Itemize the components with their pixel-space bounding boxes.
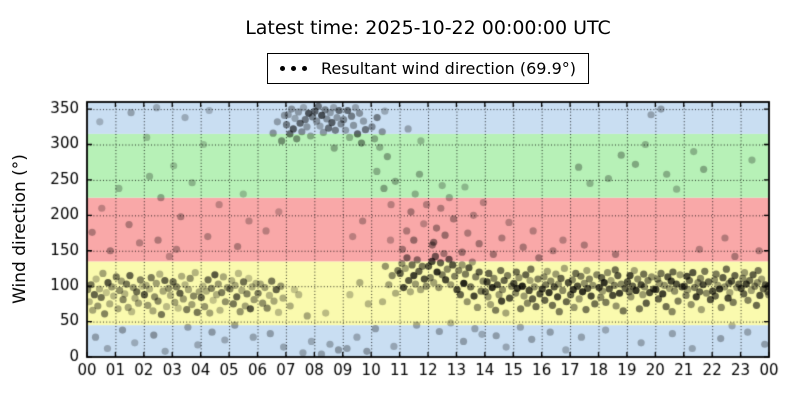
legend-label: Resultant wind direction (69.9°): [321, 58, 576, 78]
legend-marker-dot: [280, 65, 286, 71]
legend-box: Resultant wind direction (69.9°): [267, 53, 589, 84]
legend-marker-dot: [302, 65, 308, 71]
scatter-dots-icon: [280, 65, 308, 71]
y-axis-label: Wind direction (°): [10, 154, 30, 304]
chart-title: Latest time: 2025-10-22 00:00:00 UTC: [245, 17, 611, 39]
legend-marker-dot: [291, 65, 297, 71]
